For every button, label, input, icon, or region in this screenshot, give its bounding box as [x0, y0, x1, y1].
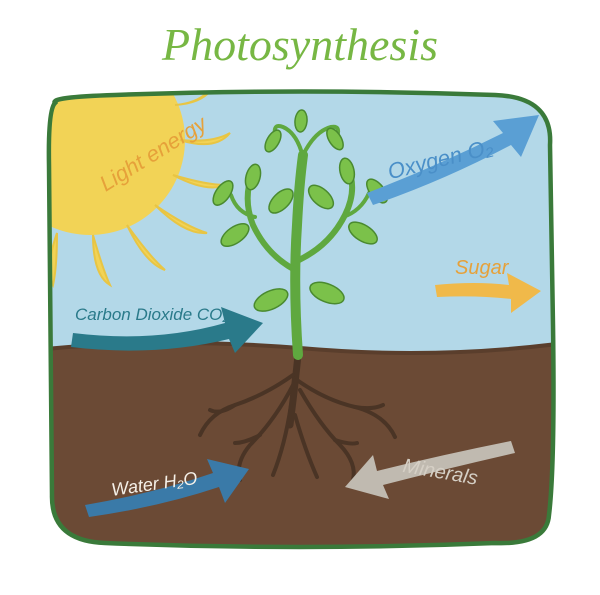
sugar-label: Sugar [455, 257, 508, 280]
co2-label: Carbon Dioxide CO₂ [75, 305, 229, 325]
diagram-canvas: Light energy Carbon Dioxide CO₂ Oxygen O… [35, 85, 565, 555]
title: Photosynthesis [162, 18, 438, 71]
